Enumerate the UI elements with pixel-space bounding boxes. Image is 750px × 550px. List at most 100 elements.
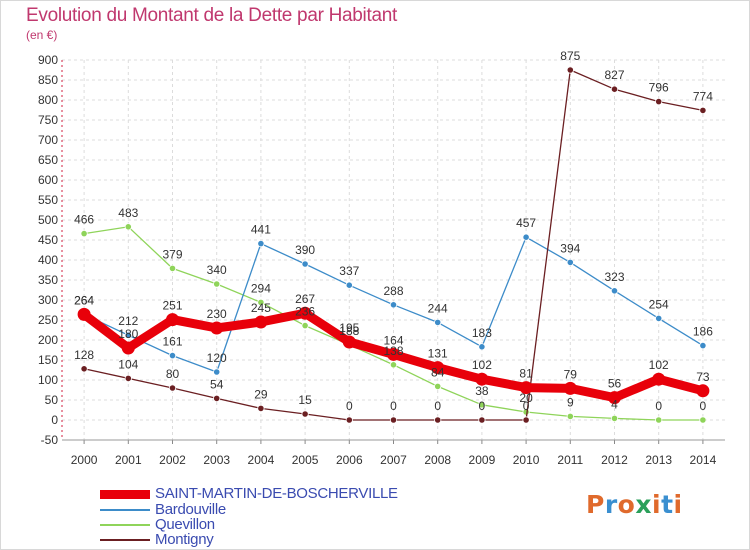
data-label: 20 (519, 391, 533, 405)
x-tick-label: 2009 (469, 453, 496, 467)
data-point (213, 394, 221, 402)
data-label: 796 (649, 81, 669, 95)
data-label: 195 (339, 321, 359, 335)
data-label: 774 (693, 89, 713, 103)
data-label: 0 (523, 399, 530, 413)
data-label: 0 (390, 399, 397, 413)
y-tick-label: 400 (38, 253, 58, 267)
data-point (610, 287, 619, 295)
chart-title: Evolution du Montant de la Dette par Hab… (26, 5, 397, 26)
data-point (434, 318, 442, 326)
data-point (389, 361, 398, 369)
data-label: 466 (74, 213, 94, 227)
data-label: 128 (74, 348, 94, 362)
data-point (257, 404, 265, 412)
logo-letter: t (661, 490, 674, 519)
y-tick-label: 50 (45, 393, 59, 407)
legend-item: Bardouville (100, 501, 460, 520)
data-point (80, 365, 88, 373)
data-point (301, 260, 309, 268)
data-point (434, 382, 442, 390)
data-point (213, 280, 221, 288)
logo-letter: i (652, 490, 662, 519)
data-point (566, 258, 574, 266)
y-tick-label: 650 (38, 153, 58, 167)
data-point (301, 410, 309, 418)
y-tick-label: 800 (38, 93, 58, 107)
y-tick-label: 500 (38, 213, 58, 227)
proxiti-logo: Proxiti (586, 490, 683, 519)
data-point (80, 230, 88, 238)
data-label: 15 (298, 393, 312, 407)
x-tick-label: 2005 (292, 453, 319, 467)
data-point (699, 416, 707, 424)
data-label: 337 (339, 264, 359, 278)
y-tick-label: 600 (38, 173, 58, 187)
series-montigny (80, 66, 707, 424)
x-tick-label: 2003 (203, 453, 230, 467)
logo-letter: o (617, 490, 636, 519)
data-label: 38 (475, 384, 489, 398)
y-tick-label: 450 (38, 233, 58, 247)
x-tick-label: 2013 (645, 453, 672, 467)
data-point (566, 66, 574, 74)
data-label: 244 (428, 301, 448, 315)
data-label: 84 (431, 365, 445, 379)
data-label: 245 (251, 301, 271, 315)
data-point (298, 306, 312, 320)
data-label: 183 (472, 326, 492, 340)
legend-item: Quevillon (100, 516, 460, 535)
data-label: 104 (118, 357, 138, 371)
data-label: 457 (516, 216, 536, 230)
data-label: 9 (567, 395, 574, 409)
data-label: 390 (295, 243, 315, 257)
data-point (431, 361, 445, 375)
data-label: 294 (251, 281, 271, 295)
legend-item: SAINT-MARTIN-DE-BOSCHERVILLE (100, 485, 460, 504)
logo-letter: i (673, 490, 683, 519)
y-tick-label: 750 (38, 113, 58, 127)
data-point (301, 321, 309, 330)
data-point (522, 416, 530, 424)
data-point (652, 372, 666, 386)
data-point (387, 347, 400, 361)
data-point (478, 416, 486, 424)
legend-swatch (100, 509, 150, 511)
data-point (389, 416, 398, 424)
legend-label: Bardouville (155, 501, 226, 518)
logo-letter: r (604, 490, 618, 519)
logo-letter: x (635, 490, 652, 519)
series-quevillon (80, 223, 707, 424)
y-tick-label: 850 (38, 73, 58, 87)
data-point (478, 401, 486, 409)
data-label: 29 (254, 387, 268, 401)
data-point (124, 223, 132, 231)
data-label: 251 (162, 299, 182, 313)
data-point (389, 301, 398, 309)
data-label: 0 (479, 399, 486, 413)
data-label: 340 (207, 263, 227, 277)
data-label: 236 (295, 305, 315, 319)
data-label: 188 (339, 324, 359, 338)
legend-label: Quevillon (155, 516, 215, 533)
data-point (168, 264, 177, 272)
data-label: 264 (74, 293, 94, 307)
data-point (254, 315, 268, 329)
data-label: 0 (346, 399, 353, 413)
data-point (699, 341, 707, 350)
legend-swatch (100, 524, 150, 526)
y-tick-label: 200 (38, 333, 58, 347)
data-point (563, 381, 577, 395)
data-point (655, 98, 663, 106)
data-label: 441 (251, 223, 271, 237)
data-point (608, 391, 621, 405)
data-point (124, 374, 132, 382)
data-point (478, 343, 486, 351)
data-point (124, 331, 132, 339)
data-point (655, 416, 663, 424)
data-label: 4 (611, 397, 618, 411)
y-tick-label: 0 (51, 413, 58, 427)
y-tick-label: 100 (38, 373, 58, 387)
legend-item: Montigny (100, 531, 460, 550)
data-label: 212 (118, 314, 138, 328)
